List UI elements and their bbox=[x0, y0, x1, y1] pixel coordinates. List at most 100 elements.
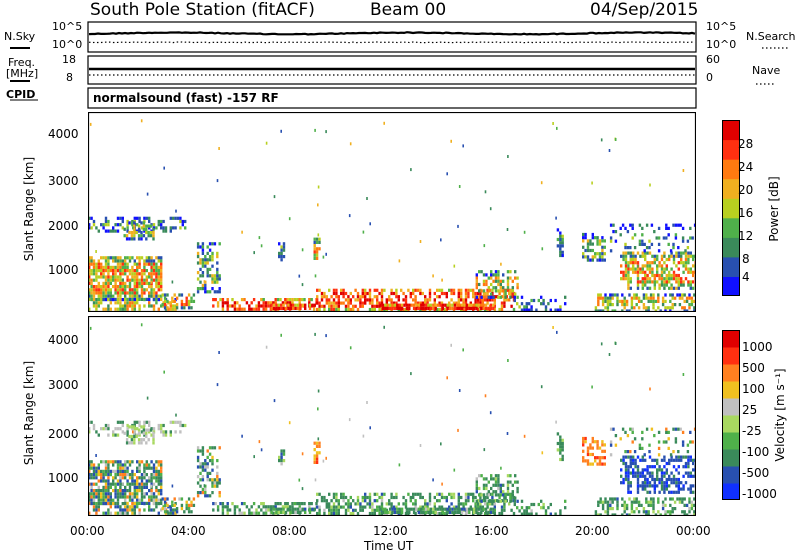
velocity-cell bbox=[344, 502, 348, 506]
velocity-cell bbox=[690, 503, 694, 507]
velocity-cell bbox=[468, 507, 471, 511]
power-cell bbox=[206, 251, 209, 255]
power-cell bbox=[683, 306, 686, 310]
power-cell bbox=[104, 291, 108, 295]
power-cell bbox=[680, 277, 683, 281]
power-cell bbox=[100, 298, 103, 302]
power-cell bbox=[126, 285, 129, 289]
power-cell bbox=[163, 306, 167, 310]
velocity-cell bbox=[214, 502, 217, 506]
power-cell bbox=[361, 291, 364, 296]
colorbar-cell bbox=[722, 159, 740, 180]
velocity-cell bbox=[335, 511, 338, 516]
velocity-cell bbox=[107, 476, 110, 480]
power-cell bbox=[116, 216, 120, 220]
power-cell bbox=[100, 301, 103, 305]
power-cell bbox=[516, 282, 519, 287]
power-cell bbox=[444, 303, 447, 307]
power-cell bbox=[347, 301, 350, 305]
velocity-cell bbox=[140, 438, 143, 442]
power-cell bbox=[648, 267, 652, 271]
colorbar-cell bbox=[722, 347, 740, 365]
velocity-cell bbox=[584, 436, 587, 441]
velocity-cell bbox=[436, 511, 439, 516]
velocity-cell bbox=[131, 476, 134, 480]
velocity-cell bbox=[366, 502, 369, 506]
velocity-cell bbox=[448, 492, 451, 496]
power-cell bbox=[371, 307, 374, 312]
power-cell bbox=[116, 294, 120, 298]
velocity-cell bbox=[260, 508, 263, 512]
power-cell bbox=[629, 246, 632, 250]
power-cell bbox=[288, 301, 292, 305]
power-cell bbox=[155, 226, 158, 230]
power-cell bbox=[398, 259, 401, 263]
velocity-cell bbox=[383, 492, 386, 496]
power-cell bbox=[146, 192, 149, 196]
freq-panel-frame bbox=[87, 55, 697, 85]
velocity-cell bbox=[192, 503, 196, 507]
velocity-cell bbox=[315, 444, 319, 448]
power-cell bbox=[310, 298, 313, 302]
velocity-cell bbox=[663, 455, 666, 459]
velocity-cell bbox=[97, 466, 100, 470]
velocity-cell bbox=[450, 502, 453, 506]
velocity-cell bbox=[126, 460, 129, 464]
velocity-cell bbox=[114, 460, 117, 464]
power-cell bbox=[500, 307, 504, 312]
velocity-cell bbox=[470, 507, 473, 511]
velocity-cell bbox=[657, 453, 661, 457]
velocity-cell bbox=[119, 460, 122, 464]
power-cell bbox=[152, 223, 156, 227]
power-cell bbox=[597, 293, 600, 297]
power-cell bbox=[301, 303, 304, 307]
power-cell bbox=[596, 239, 599, 243]
power-cell bbox=[152, 237, 155, 241]
velocity-cell bbox=[609, 453, 613, 457]
power-cell bbox=[199, 274, 202, 278]
nsky-panel-frame bbox=[87, 21, 697, 53]
power-cell bbox=[596, 258, 599, 262]
power-cell bbox=[468, 303, 471, 307]
power-cell bbox=[208, 267, 212, 271]
power-cell bbox=[417, 303, 421, 307]
velocity-cell bbox=[440, 492, 444, 496]
velocity-cell bbox=[637, 468, 639, 472]
power-cell bbox=[492, 273, 495, 277]
power-cell bbox=[311, 303, 314, 307]
power-cell bbox=[114, 278, 117, 282]
velocity-cell bbox=[475, 480, 478, 484]
velocity-cell bbox=[128, 485, 132, 489]
velocity-cell bbox=[148, 463, 151, 467]
power-cell bbox=[130, 234, 134, 238]
power-cell bbox=[114, 301, 117, 305]
velocity-cell bbox=[480, 493, 483, 497]
power-cell bbox=[145, 256, 148, 260]
velocity-cell bbox=[143, 482, 146, 486]
power-cell bbox=[604, 306, 607, 310]
velocity-cell bbox=[627, 474, 630, 478]
power-cell bbox=[148, 294, 151, 298]
power-cell bbox=[280, 255, 283, 259]
velocity-cell bbox=[440, 505, 444, 509]
velocity-cell bbox=[589, 446, 592, 450]
power-cell bbox=[361, 295, 364, 299]
velocity-cell bbox=[310, 502, 313, 506]
velocity-cell bbox=[637, 503, 641, 507]
power-cell bbox=[680, 283, 683, 287]
velocity-cell bbox=[627, 487, 630, 491]
velocity-cell bbox=[693, 503, 696, 507]
power-cell bbox=[598, 239, 602, 243]
velocity-cell bbox=[589, 462, 592, 466]
velocity-cell bbox=[174, 430, 177, 434]
velocity-cell bbox=[601, 507, 605, 511]
velocity-cell bbox=[658, 477, 661, 482]
power-cell bbox=[163, 296, 167, 300]
power-cell bbox=[314, 128, 316, 132]
power-cell bbox=[494, 279, 498, 283]
power-cell bbox=[556, 228, 560, 232]
velocity-cell bbox=[647, 513, 650, 516]
power-cell bbox=[677, 223, 680, 227]
velocity-cell bbox=[226, 505, 229, 509]
velocity-cell bbox=[121, 420, 124, 424]
